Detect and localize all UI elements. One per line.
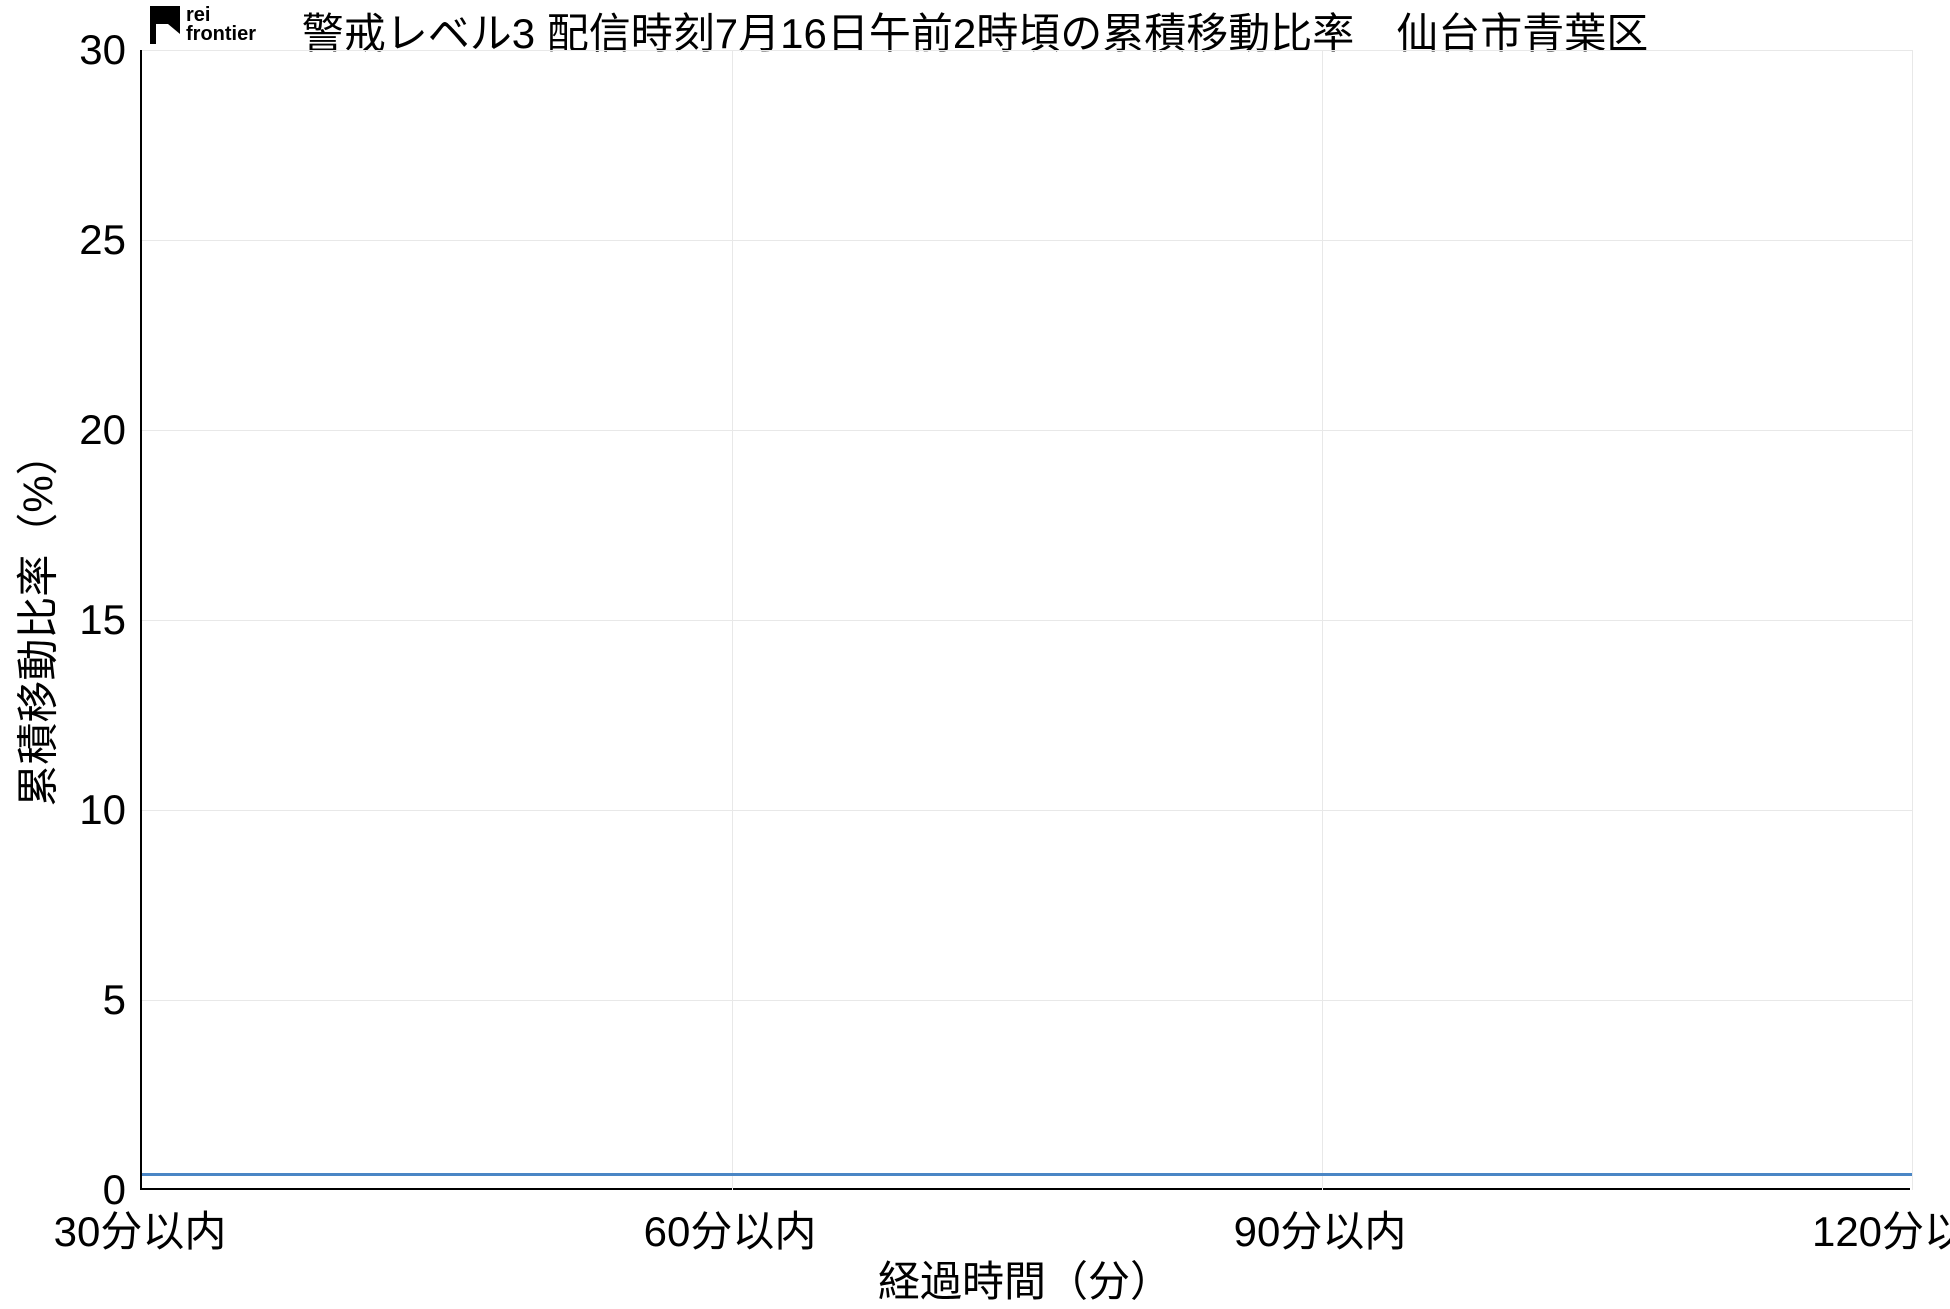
v-gridline xyxy=(1912,50,1913,1190)
x-tick-label: 60分以内 xyxy=(644,1198,817,1259)
x-tick-label: 120分以内 xyxy=(1812,1198,1950,1259)
y-tick-label: 20 xyxy=(79,406,126,454)
x-tick-label: 90分以内 xyxy=(1234,1198,1407,1259)
series-line xyxy=(142,1173,1912,1176)
x-tick-label: 30分以内 xyxy=(54,1198,227,1259)
chart-container: rei frontier 警戒レベル3 配信時刻7月16日午前2時頃の累積移動比… xyxy=(0,0,1950,1300)
y-tick-label: 30 xyxy=(79,26,126,74)
y-axis-label: 累積移動比率（%） xyxy=(5,433,66,806)
h-gridline xyxy=(142,810,1912,811)
h-gridline xyxy=(142,1000,1912,1001)
y-tick-label: 5 xyxy=(103,976,126,1024)
v-gridline xyxy=(1322,50,1323,1190)
y-tick-label: 10 xyxy=(79,786,126,834)
h-gridline xyxy=(142,240,1912,241)
plot-area xyxy=(140,50,1910,1190)
y-tick-label: 15 xyxy=(79,596,126,644)
h-gridline xyxy=(142,620,1912,621)
v-gridline xyxy=(732,50,733,1190)
y-tick-label: 25 xyxy=(79,216,126,264)
h-gridline xyxy=(142,50,1912,51)
h-gridline xyxy=(142,430,1912,431)
